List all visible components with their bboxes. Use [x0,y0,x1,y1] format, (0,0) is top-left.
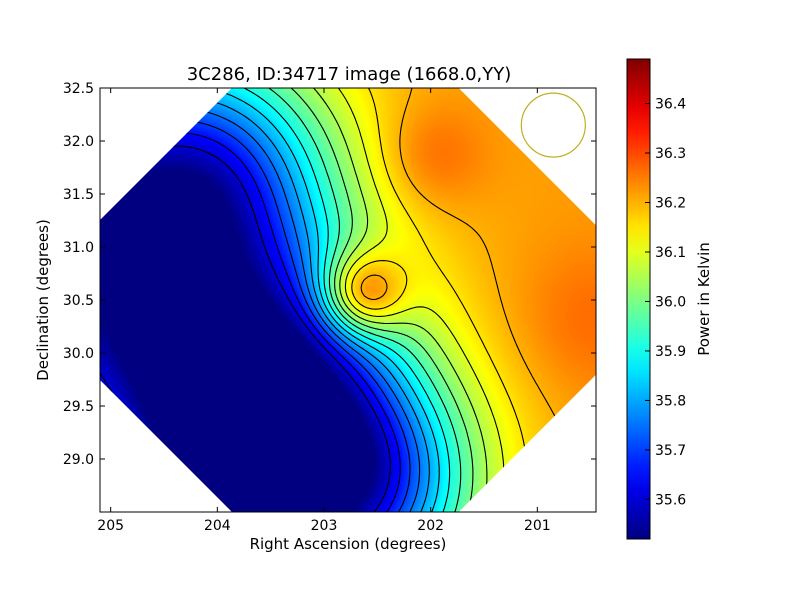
x-tick-label: 205 [97,518,124,534]
y-tick-label: 32.0 [63,134,94,150]
colorbar-ticks: 35.6 35.7 35.8 35.9 36.0 36.1 36.2 36.3 36.4 [645,97,686,508]
x-tick-label: 201 [524,518,551,534]
y-tick-label: 30.0 [63,346,94,362]
y-axis-ticks: 29.0 29.5 30.0 30.5 31.0 31.5 32.0 32.5 [63,81,596,468]
colorbar-tick-label: 35.7 [655,443,686,459]
colorbar: 35.6 35.7 35.8 35.9 36.0 36.1 36.2 36.3 36.4 Pow… [626,58,713,540]
colorbar-tick-label: 36.4 [655,97,686,113]
x-tick-label: 204 [204,518,231,534]
beam-marker [520,92,586,158]
contour-line [313,87,488,513]
y-tick-label: 29.5 [63,399,94,415]
contour-line [351,87,528,513]
contour-line [337,87,505,513]
y-tick-label: 32.5 [63,81,94,97]
colorbar-tick-label: 35.6 [655,492,686,508]
colorbar-fill [627,59,650,539]
y-tick-label: 31.0 [63,240,94,256]
colorbar-tick-label: 36.3 [655,146,686,162]
y-tick-label: 31.5 [63,187,94,203]
colorbar-tick-label: 36.1 [655,245,686,261]
x-tick-label: 203 [311,518,338,534]
colorbar-tick-label: 35.8 [655,393,686,409]
colorbar-label: Power in Kelvin [695,242,713,356]
heatmap-image [100,88,596,512]
plot-area: 205 204 203 202 201 29.0 29.5 30.0 30.5 31.0 31.5… [63,81,597,534]
x-axis-ticks: 205 204 203 202 201 [97,88,551,534]
y-tick-label: 30.5 [63,293,94,309]
contour-line [243,87,451,513]
colorbar-frame [626,58,651,540]
colorbar-tick-label: 36.0 [655,294,686,310]
x-axis-label: Right Ascension (degrees) [250,535,447,553]
chart-title: 3C286, ID:34717 image (1668.0,YY) [187,64,512,85]
y-tick-label: 29.0 [63,452,94,468]
colorbar-tick-label: 36.2 [655,196,686,212]
x-tick-label: 202 [417,518,444,534]
y-axis-label: Declination (degrees) [34,219,52,381]
colorbar-tick-label: 35.9 [655,344,686,360]
contour-line [268,87,462,513]
